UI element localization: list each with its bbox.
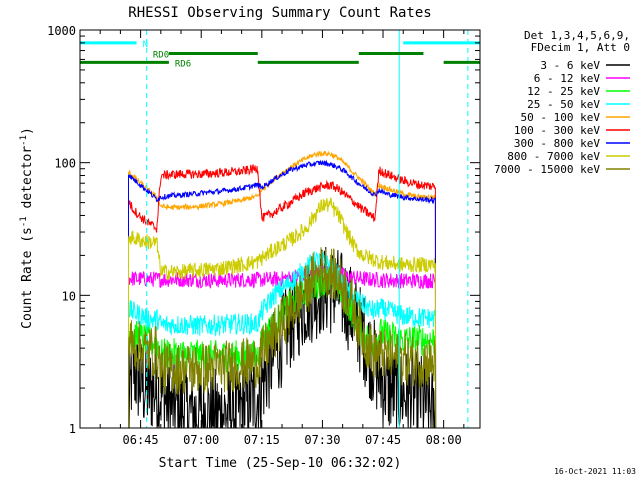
legend-label-4: 25 - 50 keV xyxy=(527,98,600,111)
legend-header-line-2: FDecim 1, Att 0 xyxy=(531,41,630,54)
flag-label-rd6: RD6 xyxy=(175,59,191,69)
legend-label-8: 800 - 7000 keV xyxy=(507,150,600,163)
legend-label-1: 3 - 6 keV xyxy=(540,59,600,72)
data-layer xyxy=(80,30,469,428)
legend-header-line-1: Det 1,3,4,5,6,9, xyxy=(524,29,630,42)
series-6-12-kev-line xyxy=(128,265,437,428)
legend-label-9: 7000 - 15000 keV xyxy=(494,163,600,176)
y-axis-label: Count Rate (s-1 detector-1) xyxy=(19,127,35,329)
y-axis-label-mid: detector xyxy=(20,146,35,217)
axis-layer: 06:45 07:00 07:15 07:30 07:45 08:00 1 10 100 1000 xyxy=(47,24,480,447)
series-7000-15000-kev-line xyxy=(128,247,437,428)
y-axis-label-end: ) xyxy=(20,127,35,135)
y-tick-label-10: 10 xyxy=(62,289,76,303)
x-tick-label-07:00: 07:00 xyxy=(183,433,219,447)
flag-label-n: N xyxy=(143,40,148,50)
legend-label-5: 50 - 100 keV xyxy=(521,111,601,124)
legend-label-2: 6 - 12 keV xyxy=(534,72,601,85)
flag-label-rd0: RD0 xyxy=(153,51,169,61)
x-tick-label-07:45: 07:45 xyxy=(365,433,401,447)
series-100-300-kev-line xyxy=(128,164,437,428)
y-axis-label-sup1: -1 xyxy=(19,216,29,227)
legend-label-6: 100 - 300 keV xyxy=(514,124,600,137)
plot-frame xyxy=(79,29,481,429)
chart-title: RHESSI Observing Summary Count Rates xyxy=(128,5,431,21)
y-tick-label-100: 100 xyxy=(54,157,76,171)
flag-layer: N RD0 RD6 xyxy=(80,40,480,69)
series-800-7000-kev-line xyxy=(128,197,437,428)
y-tick-label-1: 1 xyxy=(69,422,76,436)
legend-label-3: 12 - 25 keV xyxy=(527,85,600,98)
x-tick-label-06:45: 06:45 xyxy=(123,433,159,447)
x-tick-label-08:00: 08:00 xyxy=(426,433,462,447)
y-axis-label-main: Count Rate (s xyxy=(20,227,35,329)
series-300-800-kev-line xyxy=(128,159,437,428)
x-tick-label-07:30: 07:30 xyxy=(304,433,340,447)
series-25-50-kev-line xyxy=(128,251,437,428)
series-50-100-kev-line xyxy=(128,150,437,428)
x-axis-label: Start Time (25-Sep-10 06:32:02) xyxy=(159,456,402,471)
y-axis-label-sup2: -1 xyxy=(19,135,29,146)
timestamp: 16-Oct-2021 11:03 xyxy=(554,467,636,476)
x-tick-label-07:15: 07:15 xyxy=(244,433,280,447)
y-tick-label-1000: 1000 xyxy=(47,24,76,38)
legend: Det 1,3,4,5,6,9,FDecim 1, Att 0 3 - 6 keV… xyxy=(494,29,630,176)
legend-label-7: 300 - 800 keV xyxy=(514,137,600,150)
